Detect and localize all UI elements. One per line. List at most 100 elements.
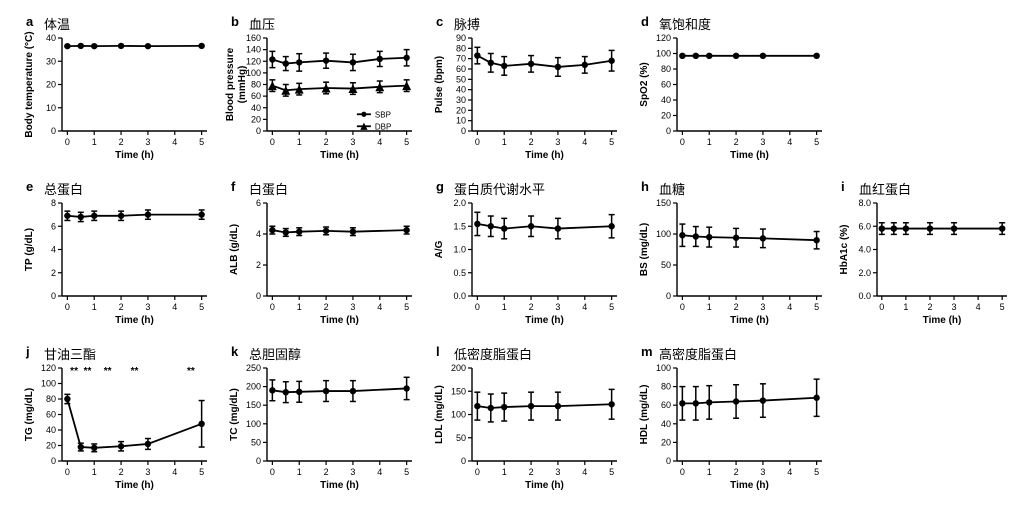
svg-text:5: 5: [609, 302, 614, 312]
svg-text:0: 0: [475, 137, 480, 147]
svg-text:4: 4: [377, 302, 382, 312]
svg-text:3: 3: [952, 302, 957, 312]
svg-text:3: 3: [555, 302, 560, 312]
svg-text:1: 1: [92, 467, 97, 477]
svg-text:Time (h): Time (h): [320, 150, 359, 161]
svg-text:0: 0: [475, 467, 480, 477]
panel-letter: e: [26, 179, 33, 194]
svg-text:100: 100: [656, 363, 671, 373]
svg-text:0: 0: [666, 456, 671, 466]
svg-text:0: 0: [475, 302, 480, 312]
svg-text:40: 40: [661, 95, 671, 105]
svg-text:60: 60: [661, 400, 671, 410]
svg-text:150: 150: [656, 198, 671, 208]
svg-text:6.0: 6.0: [858, 221, 871, 231]
panel-letter: f: [231, 179, 235, 194]
svg-text:0: 0: [51, 456, 56, 466]
svg-text:0: 0: [65, 137, 70, 147]
svg-text:2: 2: [529, 467, 534, 477]
svg-text:0: 0: [65, 302, 70, 312]
svg-text:5: 5: [814, 302, 819, 312]
svg-text:0: 0: [51, 291, 56, 301]
svg-text:4: 4: [377, 137, 382, 147]
svg-text:3: 3: [555, 467, 560, 477]
svg-text:1: 1: [92, 137, 97, 147]
svg-text:0.5: 0.5: [453, 268, 466, 278]
svg-text:160: 160: [246, 33, 261, 43]
svg-text:0: 0: [256, 291, 261, 301]
chart-b: 020406080100120140160012345Time (h)Blood…: [225, 10, 420, 165]
svg-text:20: 20: [251, 114, 261, 124]
panel-letter: h: [641, 179, 649, 194]
svg-text:60: 60: [661, 80, 671, 90]
svg-text:200: 200: [451, 363, 466, 373]
svg-text:2: 2: [119, 137, 124, 147]
svg-text:HbA1c (%): HbA1c (%): [839, 224, 850, 274]
svg-text:4: 4: [787, 302, 792, 312]
svg-text:20: 20: [661, 111, 671, 121]
panel-d: d氧饱和度020406080100120012345Time (h)SpO2 (…: [635, 10, 830, 165]
svg-text:SpO2 (%): SpO2 (%): [639, 62, 650, 106]
svg-text:8.0: 8.0: [858, 198, 871, 208]
svg-text:0: 0: [879, 302, 884, 312]
svg-text:0: 0: [51, 126, 56, 136]
svg-text:ALB (g/dL): ALB (g/dL): [229, 224, 240, 275]
svg-text:HDL (mg/dL): HDL (mg/dL): [639, 385, 650, 445]
svg-text:2: 2: [734, 467, 739, 477]
svg-text:Time (h): Time (h): [730, 150, 769, 161]
panel-letter: k: [231, 344, 238, 359]
svg-text:50: 50: [251, 437, 261, 447]
svg-text:4: 4: [256, 229, 261, 239]
svg-text:2: 2: [51, 268, 56, 278]
svg-text:4: 4: [976, 302, 981, 312]
svg-text:5: 5: [199, 467, 204, 477]
svg-text:5: 5: [609, 467, 614, 477]
svg-text:5: 5: [609, 137, 614, 147]
svg-text:20: 20: [661, 437, 671, 447]
svg-text:0: 0: [270, 467, 275, 477]
svg-text:100: 100: [656, 49, 671, 59]
svg-text:8: 8: [51, 198, 56, 208]
svg-text:1: 1: [502, 467, 507, 477]
svg-text:1: 1: [707, 137, 712, 147]
svg-text:120: 120: [246, 56, 261, 66]
svg-text:80: 80: [251, 80, 261, 90]
svg-text:4: 4: [377, 467, 382, 477]
svg-text:Time (h): Time (h): [115, 480, 154, 491]
svg-text:30: 30: [46, 56, 56, 66]
svg-text:3: 3: [760, 467, 765, 477]
svg-text:(mmHg): (mmHg): [237, 66, 248, 104]
svg-text:0: 0: [270, 137, 275, 147]
svg-text:4: 4: [172, 302, 177, 312]
svg-text:120: 120: [656, 33, 671, 43]
svg-text:40: 40: [661, 419, 671, 429]
panel-letter: d: [641, 14, 649, 29]
svg-text:A/G: A/G: [434, 240, 445, 258]
panel-letter: g: [436, 179, 444, 194]
svg-text:3: 3: [760, 137, 765, 147]
svg-text:100: 100: [451, 410, 466, 420]
svg-text:2: 2: [324, 467, 329, 477]
svg-text:40: 40: [456, 85, 466, 95]
svg-text:Time (h): Time (h): [525, 315, 564, 326]
svg-text:0: 0: [461, 126, 466, 136]
svg-text:BS (mg/dL): BS (mg/dL): [639, 223, 650, 276]
svg-text:4: 4: [582, 467, 587, 477]
svg-text:0: 0: [666, 126, 671, 136]
svg-text:0.0: 0.0: [453, 291, 466, 301]
chart-a: 010203040012345Time (h)Body temperature …: [20, 10, 215, 165]
svg-text:1: 1: [92, 302, 97, 312]
svg-text:Time (h): Time (h): [320, 315, 359, 326]
chart-e: 02468012345Time (h)TP (g/dL): [20, 175, 215, 330]
svg-text:150: 150: [246, 400, 261, 410]
svg-text:60: 60: [46, 410, 56, 420]
panel-title: 甘油三酯: [44, 344, 96, 363]
svg-text:100: 100: [656, 229, 671, 239]
svg-text:70: 70: [456, 54, 466, 64]
svg-text:140: 140: [246, 45, 261, 55]
chart-c: 0102030405060708090012345Time (h)Pulse (…: [430, 10, 625, 165]
panel-title: 低密度脂蛋白: [454, 344, 532, 363]
panel-g: g蛋白质代谢水平0.00.51.01.52.0012345Time (h)A/G: [430, 175, 625, 330]
svg-text:10: 10: [456, 116, 466, 126]
svg-text:0: 0: [256, 126, 261, 136]
